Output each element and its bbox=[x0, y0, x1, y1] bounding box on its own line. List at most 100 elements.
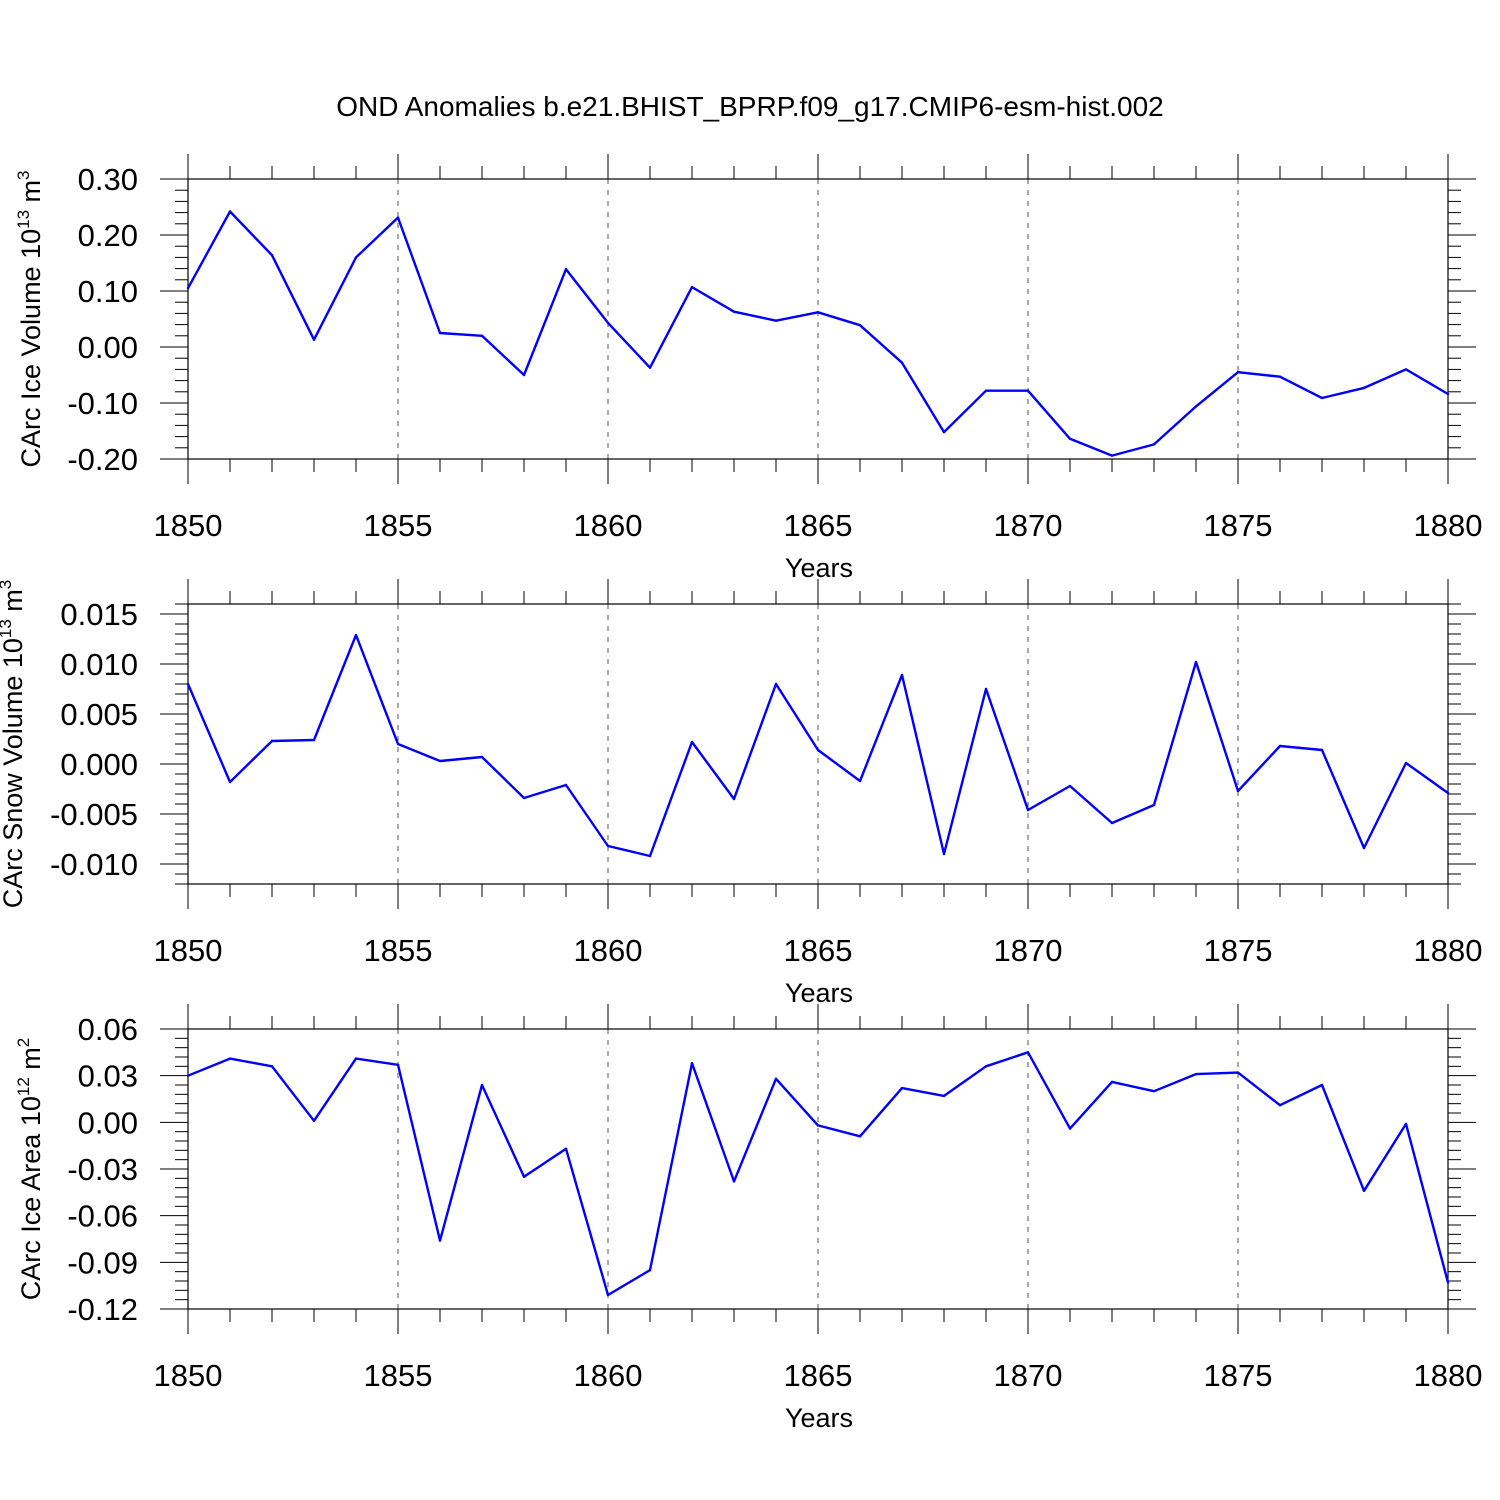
y-tick-label: 0.10 bbox=[78, 274, 138, 309]
data-point bbox=[1152, 443, 1156, 446]
x-tick-label: 1860 bbox=[574, 508, 643, 543]
data-point bbox=[522, 1175, 526, 1178]
data-point bbox=[984, 687, 988, 691]
data-point bbox=[858, 779, 862, 783]
plot-frame bbox=[187, 178, 1449, 460]
y-tick-label: 0.000 bbox=[60, 747, 138, 782]
data-point bbox=[522, 796, 526, 800]
data-point bbox=[1278, 744, 1282, 748]
data-point bbox=[480, 334, 484, 337]
data-point bbox=[858, 1135, 862, 1138]
y-tick-label: -0.06 bbox=[67, 1199, 138, 1234]
data-point bbox=[564, 1147, 568, 1150]
data-point bbox=[1152, 1090, 1156, 1093]
y-axis-title-unit-exponent: 2 bbox=[14, 1038, 33, 1047]
data-point bbox=[396, 1063, 400, 1066]
data-point bbox=[438, 331, 442, 335]
data-point bbox=[900, 361, 904, 364]
x-tick-label: 1865 bbox=[784, 508, 853, 543]
data-point bbox=[606, 321, 610, 325]
y-axis-title-exponent: 12 bbox=[14, 1077, 33, 1096]
y-tick-label: -0.03 bbox=[67, 1152, 138, 1187]
panels: -0.20 -0.10 0.00 0.10 0.20 0.30 1850 1855 1860 18… bbox=[0, 154, 1482, 1433]
data-point bbox=[1320, 1083, 1324, 1087]
data-point bbox=[228, 210, 232, 213]
y-axis-title-unit: m bbox=[16, 1047, 46, 1077]
data-point bbox=[1404, 1122, 1408, 1126]
y-tick-label: 0.20 bbox=[78, 218, 138, 253]
x-tick-label: 1855 bbox=[364, 933, 433, 968]
y-tick-label: 0.015 bbox=[60, 597, 138, 632]
y-axis-title-exponent: 13 bbox=[0, 619, 15, 638]
data-point bbox=[564, 783, 568, 787]
data-point bbox=[438, 1239, 442, 1242]
data-point bbox=[354, 633, 358, 637]
data-point bbox=[480, 755, 484, 759]
data-point bbox=[1110, 454, 1114, 457]
data-point bbox=[900, 1086, 904, 1090]
y-tick-label: 0.30 bbox=[78, 162, 138, 197]
data-point bbox=[270, 253, 274, 257]
data-point bbox=[228, 1057, 232, 1060]
data-point bbox=[396, 216, 400, 219]
data-point bbox=[1278, 375, 1282, 378]
y-axis-title-text: CArc Ice Area 10 bbox=[16, 1096, 46, 1300]
data-point bbox=[1404, 761, 1408, 765]
y-tick-label: 0.005 bbox=[60, 697, 138, 732]
x-tick-label: 1870 bbox=[994, 1358, 1063, 1393]
panel-ice-volume: -0.20 -0.10 0.00 0.10 0.20 0.30 1850 1855 1860 18… bbox=[14, 154, 1482, 583]
y-tick-label: 0.010 bbox=[60, 647, 138, 682]
y-axis-title: CArc Ice Area 1012 m2 bbox=[14, 1038, 46, 1301]
y-axis-title-unit: m bbox=[0, 589, 28, 619]
x-axis-title: Years bbox=[785, 978, 853, 1008]
panel-snow-volume: -0.010 -0.005 0.000 0.005 0.010 0.015 1850 1855… bbox=[0, 579, 1482, 1008]
x-tick-label: 1875 bbox=[1204, 1358, 1273, 1393]
data-point bbox=[816, 311, 820, 314]
data-point bbox=[1362, 1189, 1366, 1192]
x-tick-label: 1880 bbox=[1414, 1358, 1483, 1393]
data-point bbox=[270, 1065, 274, 1068]
data-point bbox=[1194, 660, 1198, 664]
x-tick-label: 1880 bbox=[1414, 508, 1483, 543]
data-point bbox=[1320, 396, 1324, 400]
data-point bbox=[1278, 1104, 1282, 1107]
data-point bbox=[1236, 371, 1240, 374]
x-axis-title: Years bbox=[785, 553, 853, 583]
data-point bbox=[858, 323, 862, 327]
y-axis-title: CArc Snow Volume 1013 m3 bbox=[0, 580, 28, 909]
data-point bbox=[1110, 821, 1114, 825]
data-point bbox=[1236, 789, 1240, 793]
data-point bbox=[690, 740, 694, 744]
data-point bbox=[312, 338, 316, 341]
data-point bbox=[1362, 386, 1366, 390]
data-point bbox=[1362, 846, 1366, 850]
data-point bbox=[816, 748, 820, 752]
chart-title: OND Anomalies b.e21.BHIST_BPRP.f09_g17.C… bbox=[336, 91, 1163, 122]
data-point bbox=[774, 1077, 778, 1080]
data-point bbox=[648, 366, 652, 369]
data-point bbox=[564, 267, 568, 271]
y-tick-label: 0.00 bbox=[78, 1105, 138, 1140]
data-point bbox=[942, 430, 946, 434]
y-tick-label: -0.10 bbox=[67, 386, 138, 421]
x-tick-label: 1860 bbox=[574, 933, 643, 968]
x-tick-label: 1860 bbox=[574, 1358, 643, 1393]
data-point bbox=[1068, 784, 1072, 788]
data-point bbox=[648, 1268, 652, 1272]
data-point bbox=[606, 844, 610, 848]
data-point bbox=[732, 1180, 736, 1183]
x-tick-label: 1870 bbox=[994, 933, 1063, 968]
data-point bbox=[1026, 808, 1030, 812]
plot-frame bbox=[187, 603, 1449, 885]
data-point bbox=[312, 738, 316, 742]
y-axis-title-text: CArc Ice Volume 10 bbox=[16, 229, 46, 468]
y-axis-title-text: CArc Snow Volume 10 bbox=[0, 638, 28, 908]
data-point bbox=[1110, 1080, 1114, 1084]
data-point bbox=[1446, 1281, 1450, 1284]
y-tick-label: -0.09 bbox=[67, 1245, 138, 1280]
data-point bbox=[648, 854, 652, 858]
data-point bbox=[1068, 1127, 1072, 1130]
data-point bbox=[816, 1124, 820, 1127]
x-axis-title: Years bbox=[785, 1403, 853, 1433]
